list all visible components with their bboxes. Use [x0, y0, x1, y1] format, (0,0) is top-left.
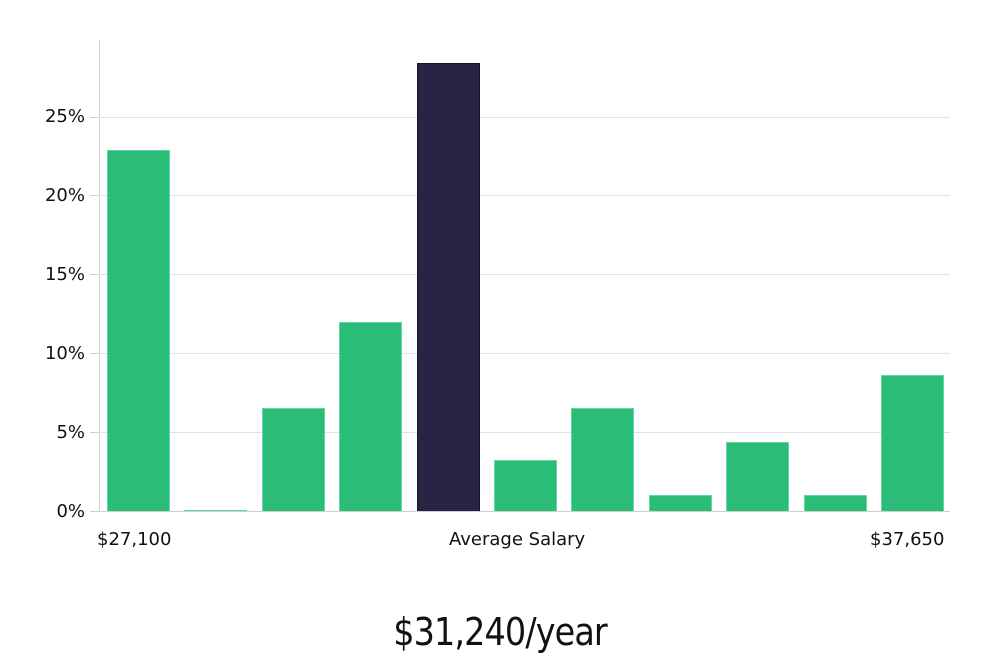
average-salary-value: $31,240/year — [393, 610, 607, 654]
y-tick — [90, 511, 99, 512]
bar — [804, 495, 867, 512]
y-tick-label: 0% — [56, 501, 85, 522]
y-tick — [90, 117, 99, 118]
gridline-10 — [99, 353, 950, 354]
gridline-15 — [99, 274, 950, 275]
x-min-label: $27,100 — [97, 529, 172, 550]
y-tick — [90, 432, 99, 433]
y-axis-line — [99, 40, 100, 512]
gridline-25 — [99, 117, 950, 118]
y-tick — [90, 195, 99, 196]
bar — [726, 442, 789, 512]
bar-average-bin — [417, 63, 480, 512]
y-tick — [90, 353, 99, 354]
bar — [571, 408, 634, 512]
bar — [494, 460, 557, 512]
y-tick-label: 10% — [44, 343, 85, 364]
y-tick — [90, 274, 99, 275]
gridline-5 — [99, 432, 950, 433]
x-max-label: $37,650 — [870, 529, 945, 550]
x-axis-line — [99, 511, 950, 512]
y-tick-label: 15% — [44, 264, 85, 285]
bar — [107, 150, 170, 512]
y-tick-label: 25% — [44, 106, 85, 127]
y-tick-label: 20% — [44, 185, 85, 206]
bar — [649, 495, 712, 512]
y-tick-label: 5% — [56, 422, 85, 443]
bar — [339, 322, 402, 512]
x-axis-title: Average Salary — [449, 529, 586, 550]
gridline-20 — [99, 195, 950, 196]
bar — [881, 375, 944, 512]
bar — [262, 408, 325, 512]
